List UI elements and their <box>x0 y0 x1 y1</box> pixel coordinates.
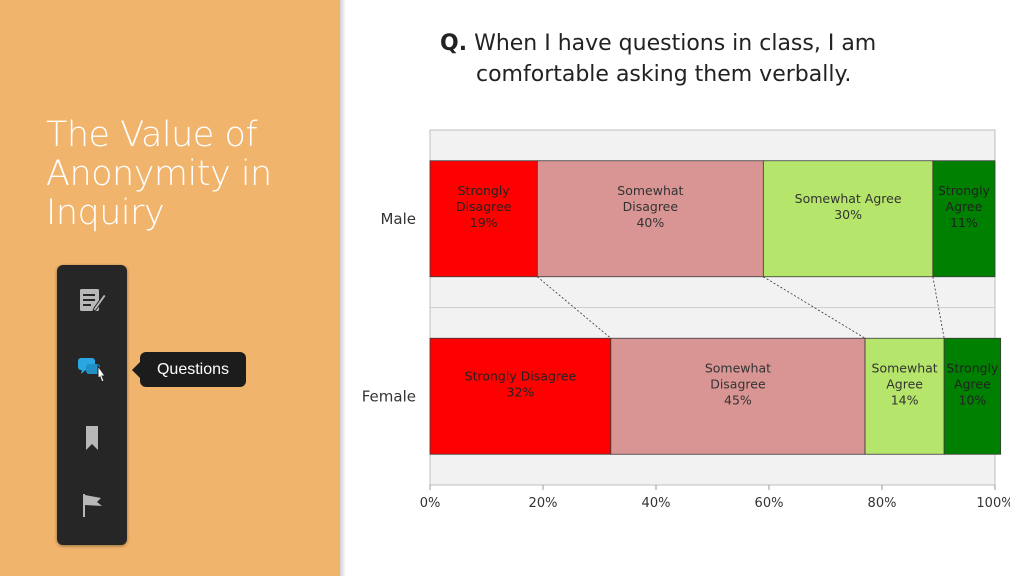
data-label: Strongly Disagree 32% <box>465 368 577 399</box>
x-tick-label: 40% <box>642 496 671 511</box>
bar-segment <box>762 160 934 278</box>
questions-tooltip: Questions <box>132 352 246 387</box>
x-tick-label: 20% <box>529 496 558 511</box>
data-label: Somewhat Agree 30% <box>795 191 902 222</box>
x-tick-label: 0% <box>420 496 441 511</box>
x-tick-label: 100% <box>976 496 1010 511</box>
category-label: Male <box>380 210 416 228</box>
bar-segment <box>943 337 1002 455</box>
category-label: Female <box>362 387 416 405</box>
question-prefix: Q. <box>440 31 468 56</box>
bar-segment <box>429 337 612 455</box>
data-label: Somewhat Disagree 40% <box>617 183 683 230</box>
x-tick-label: 60% <box>755 496 784 511</box>
question-line-1: When I have questions in class, I am <box>474 31 877 56</box>
bar-segment <box>536 160 764 278</box>
notes-icon[interactable] <box>77 285 107 315</box>
panel-divider <box>340 0 346 576</box>
flag-icon[interactable] <box>77 490 107 520</box>
bookmark-icon[interactable] <box>77 423 107 453</box>
slide-title: The Value of Anonymity in Inquiry <box>46 115 272 233</box>
bar-segment <box>932 160 996 278</box>
data-label: Strongly Agree 11% <box>938 183 991 230</box>
left-panel <box>0 0 340 576</box>
data-label: Somewhat Agree 14% <box>872 360 938 407</box>
questions-icon[interactable] <box>77 353 107 383</box>
bar-segment <box>610 337 866 455</box>
series-line <box>932 276 945 339</box>
survey-question: Q. When I have questions in class, I am … <box>440 28 960 90</box>
side-toolbar <box>57 265 127 545</box>
x-tick-label: 80% <box>868 496 897 511</box>
data-label: Strongly Disagree 19% <box>456 183 512 230</box>
data-label: Strongly Agree 10% <box>946 360 999 407</box>
data-label: Somewhat Disagree 45% <box>705 360 771 407</box>
bar-segment <box>864 337 945 455</box>
stacked-bar-chart: Male Strongly Disagree 19% Somewhat Disagree 4… <box>362 129 1010 511</box>
question-line-2: comfortable asking them verbally. <box>476 62 852 87</box>
